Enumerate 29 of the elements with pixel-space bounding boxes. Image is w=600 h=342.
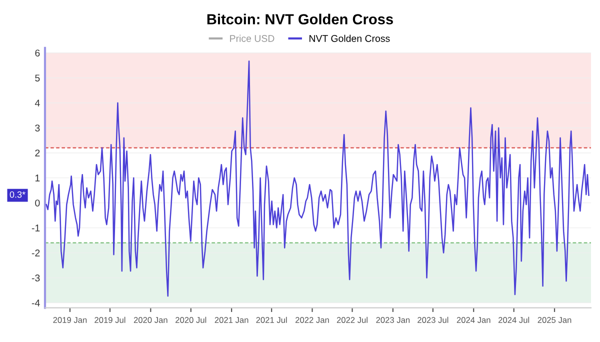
x-tick-label: 2022 Jan [296, 317, 329, 323]
y-tick-label: 1 [35, 174, 40, 182]
text: 0.3* [10, 191, 26, 198]
x-tick-label: 2019 Jan [53, 317, 87, 323]
legend-label: Price USD [230, 34, 274, 42]
y-tick-label: 5 [35, 74, 40, 82]
line-series [46, 60, 590, 297]
y-tick-label: -1 [32, 224, 40, 232]
x-tick-label: 2020 Jan [134, 317, 168, 323]
x-tick-label: 2022 Jul [336, 316, 368, 323]
y-tick-label: 4 [34, 100, 40, 106]
chart-title: Bitcoin: NVT Golden Cross [207, 14, 393, 24]
x-tick-label: 2019 Jul [94, 316, 126, 323]
x-tick-label: 2023 Jul [418, 316, 448, 323]
x-tick-label: 2021 Jul [256, 316, 287, 323]
y-tick-label: 0 [35, 200, 40, 206]
y-tick-label: -3 [32, 274, 40, 282]
x-tick-label: 2024 Jul [498, 316, 530, 323]
y-tick-label: 6 [35, 50, 40, 56]
x-tick-label: 2021 Jan [214, 317, 248, 323]
y-tick-label: 2 [35, 150, 40, 156]
x-tick-label: 2020 Jul [176, 316, 206, 323]
y-tick-label: -2 [32, 250, 40, 256]
x-tick-label: 2024 Jan [456, 317, 490, 323]
y-tick-label: 3 [35, 124, 40, 132]
x-tick-label: 2023 Jan [376, 317, 410, 323]
x-tick-label: 2025 Jan [538, 317, 572, 323]
y-tick-label: -4 [32, 300, 40, 306]
legend-label: NVT Golden Cross [310, 34, 390, 42]
